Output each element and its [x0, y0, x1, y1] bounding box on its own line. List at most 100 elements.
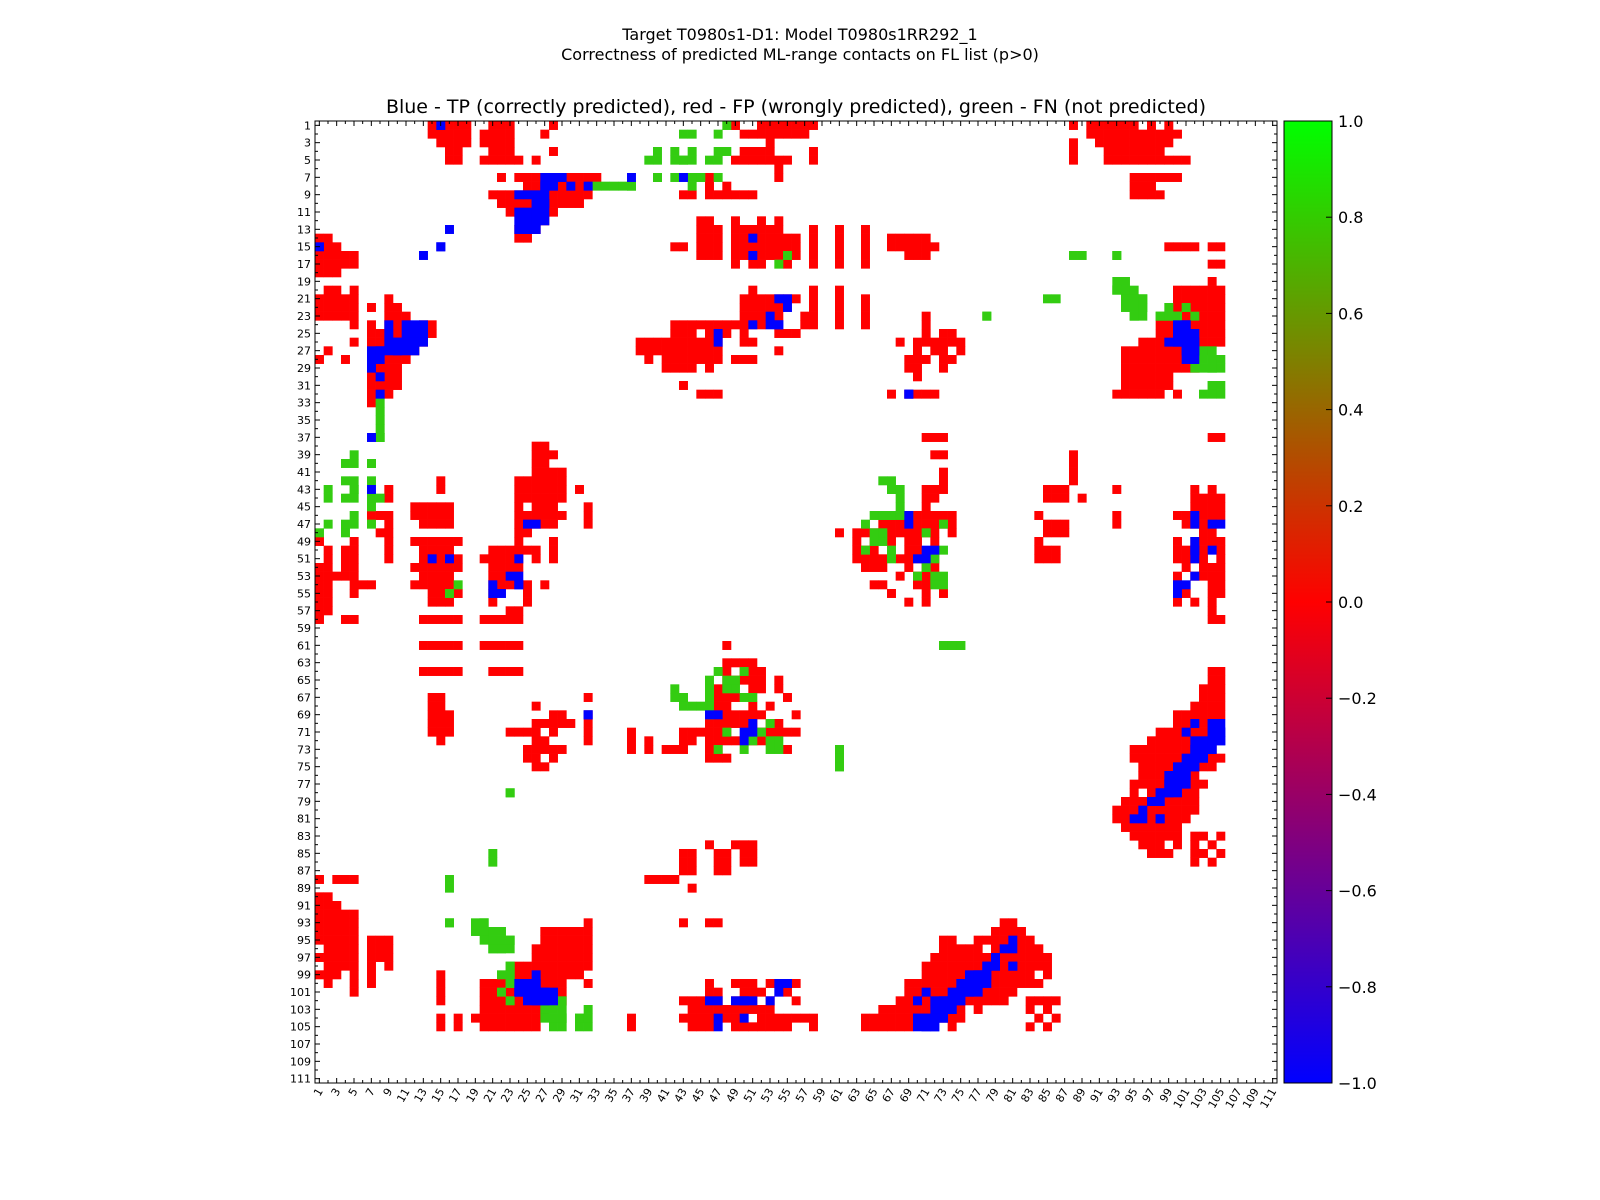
fp-cell — [722, 693, 732, 702]
fp-cell — [1207, 320, 1217, 330]
fp-cell — [757, 320, 766, 330]
fn-cell — [1112, 277, 1122, 286]
fn-cell — [1121, 303, 1130, 312]
fn-cell — [713, 173, 723, 182]
y-tick-label: 71 — [297, 726, 311, 739]
fp-cell — [315, 268, 324, 278]
fp-cell — [531, 441, 541, 451]
fp-cell — [1190, 857, 1200, 867]
fp-cell — [410, 511, 420, 520]
fp-cell — [1129, 181, 1139, 191]
fp-cell — [774, 684, 784, 694]
fp-cell — [739, 329, 749, 338]
tp-cell — [1173, 771, 1182, 780]
fp-cell — [999, 953, 1009, 962]
fp-cell — [523, 233, 532, 243]
fp-cell — [1216, 320, 1226, 330]
fp-cell — [1216, 493, 1226, 503]
fp-cell — [765, 242, 775, 252]
fp-cell — [627, 1013, 636, 1023]
fp-cell — [523, 511, 532, 520]
fp-cell — [341, 953, 350, 962]
fp-cell — [774, 1022, 784, 1032]
fp-cell — [713, 355, 723, 364]
fp-cell — [349, 320, 359, 330]
tp-cell — [1008, 935, 1018, 945]
colorbar-tick-label: 0.2 — [1338, 497, 1363, 516]
colorbar-tick-label: −1.0 — [1338, 1074, 1377, 1093]
fp-cell — [1181, 519, 1191, 529]
fp-cell — [557, 181, 567, 191]
fn-cell — [687, 173, 697, 182]
fp-cell — [644, 355, 654, 364]
fp-cell — [375, 329, 385, 338]
fp-cell — [453, 589, 463, 598]
tp-cell — [921, 554, 931, 564]
x-tick-label: 109 — [1240, 1086, 1262, 1111]
tp-cell — [427, 554, 437, 564]
fp-cell — [488, 641, 498, 650]
fp-cell — [1121, 381, 1130, 390]
fp-cell — [921, 251, 931, 260]
fp-cell — [497, 173, 506, 182]
fp-cell — [713, 701, 723, 711]
fp-cell — [913, 979, 922, 988]
fp-cell — [1121, 155, 1130, 165]
x-tick-label: 51 — [741, 1086, 759, 1105]
fp-cell — [583, 953, 593, 962]
fp-cell — [731, 320, 740, 330]
fp-cell — [679, 337, 688, 347]
fp-cell — [739, 129, 749, 139]
fp-cell — [661, 363, 671, 373]
fp-cell — [531, 753, 541, 763]
fp-cell — [549, 727, 558, 737]
fn-cell — [748, 736, 758, 746]
fp-cell — [809, 303, 818, 312]
fp-cell — [887, 528, 896, 538]
fn-cell — [1164, 303, 1174, 312]
fp-cell — [505, 641, 515, 650]
fp-cell — [722, 667, 732, 676]
fp-cell — [1216, 511, 1226, 520]
x-tick-label: 17 — [446, 1086, 464, 1105]
fp-cell — [332, 901, 342, 910]
fp-cell — [453, 537, 463, 546]
fp-cell — [913, 363, 922, 373]
fp-cell — [427, 641, 437, 650]
fp-cell — [436, 545, 446, 555]
fp-cell — [722, 320, 732, 330]
fp-cell — [549, 545, 558, 555]
fp-cell — [1129, 173, 1139, 182]
fp-cell — [384, 294, 394, 304]
fp-cell — [757, 294, 766, 304]
fp-cell — [427, 589, 437, 598]
fp-cell — [557, 511, 567, 520]
tp-cell — [531, 979, 541, 988]
fp-cell — [1164, 372, 1174, 382]
colorbar-ticks: 1.00.80.60.40.20.0−0.2−0.4−0.6−0.8−1.0 — [1326, 112, 1377, 1093]
fp-cell — [1138, 355, 1148, 364]
fp-cell — [1043, 1022, 1052, 1032]
fp-cell — [1069, 155, 1078, 165]
fn-cell — [540, 1005, 550, 1014]
fp-cell — [549, 927, 558, 936]
fp-cell — [913, 233, 922, 243]
fp-cell — [861, 242, 870, 252]
fn-cell — [1181, 303, 1191, 312]
fp-cell — [1199, 502, 1208, 512]
fp-cell — [341, 935, 350, 945]
x-tick-label: 93 — [1105, 1086, 1123, 1105]
fp-cell — [531, 173, 541, 182]
tp-cell — [713, 996, 723, 1006]
fp-cell — [644, 736, 654, 746]
y-tick-label: 75 — [297, 761, 311, 774]
fp-cell — [722, 329, 732, 338]
fp-cell — [505, 138, 515, 148]
fp-cell — [748, 675, 758, 685]
fp-cell — [679, 320, 688, 330]
fp-cell — [921, 511, 931, 520]
fn-cell — [488, 935, 498, 945]
fp-cell — [947, 519, 957, 529]
tp-cell — [991, 961, 1000, 971]
y-tick-label: 41 — [297, 466, 311, 479]
